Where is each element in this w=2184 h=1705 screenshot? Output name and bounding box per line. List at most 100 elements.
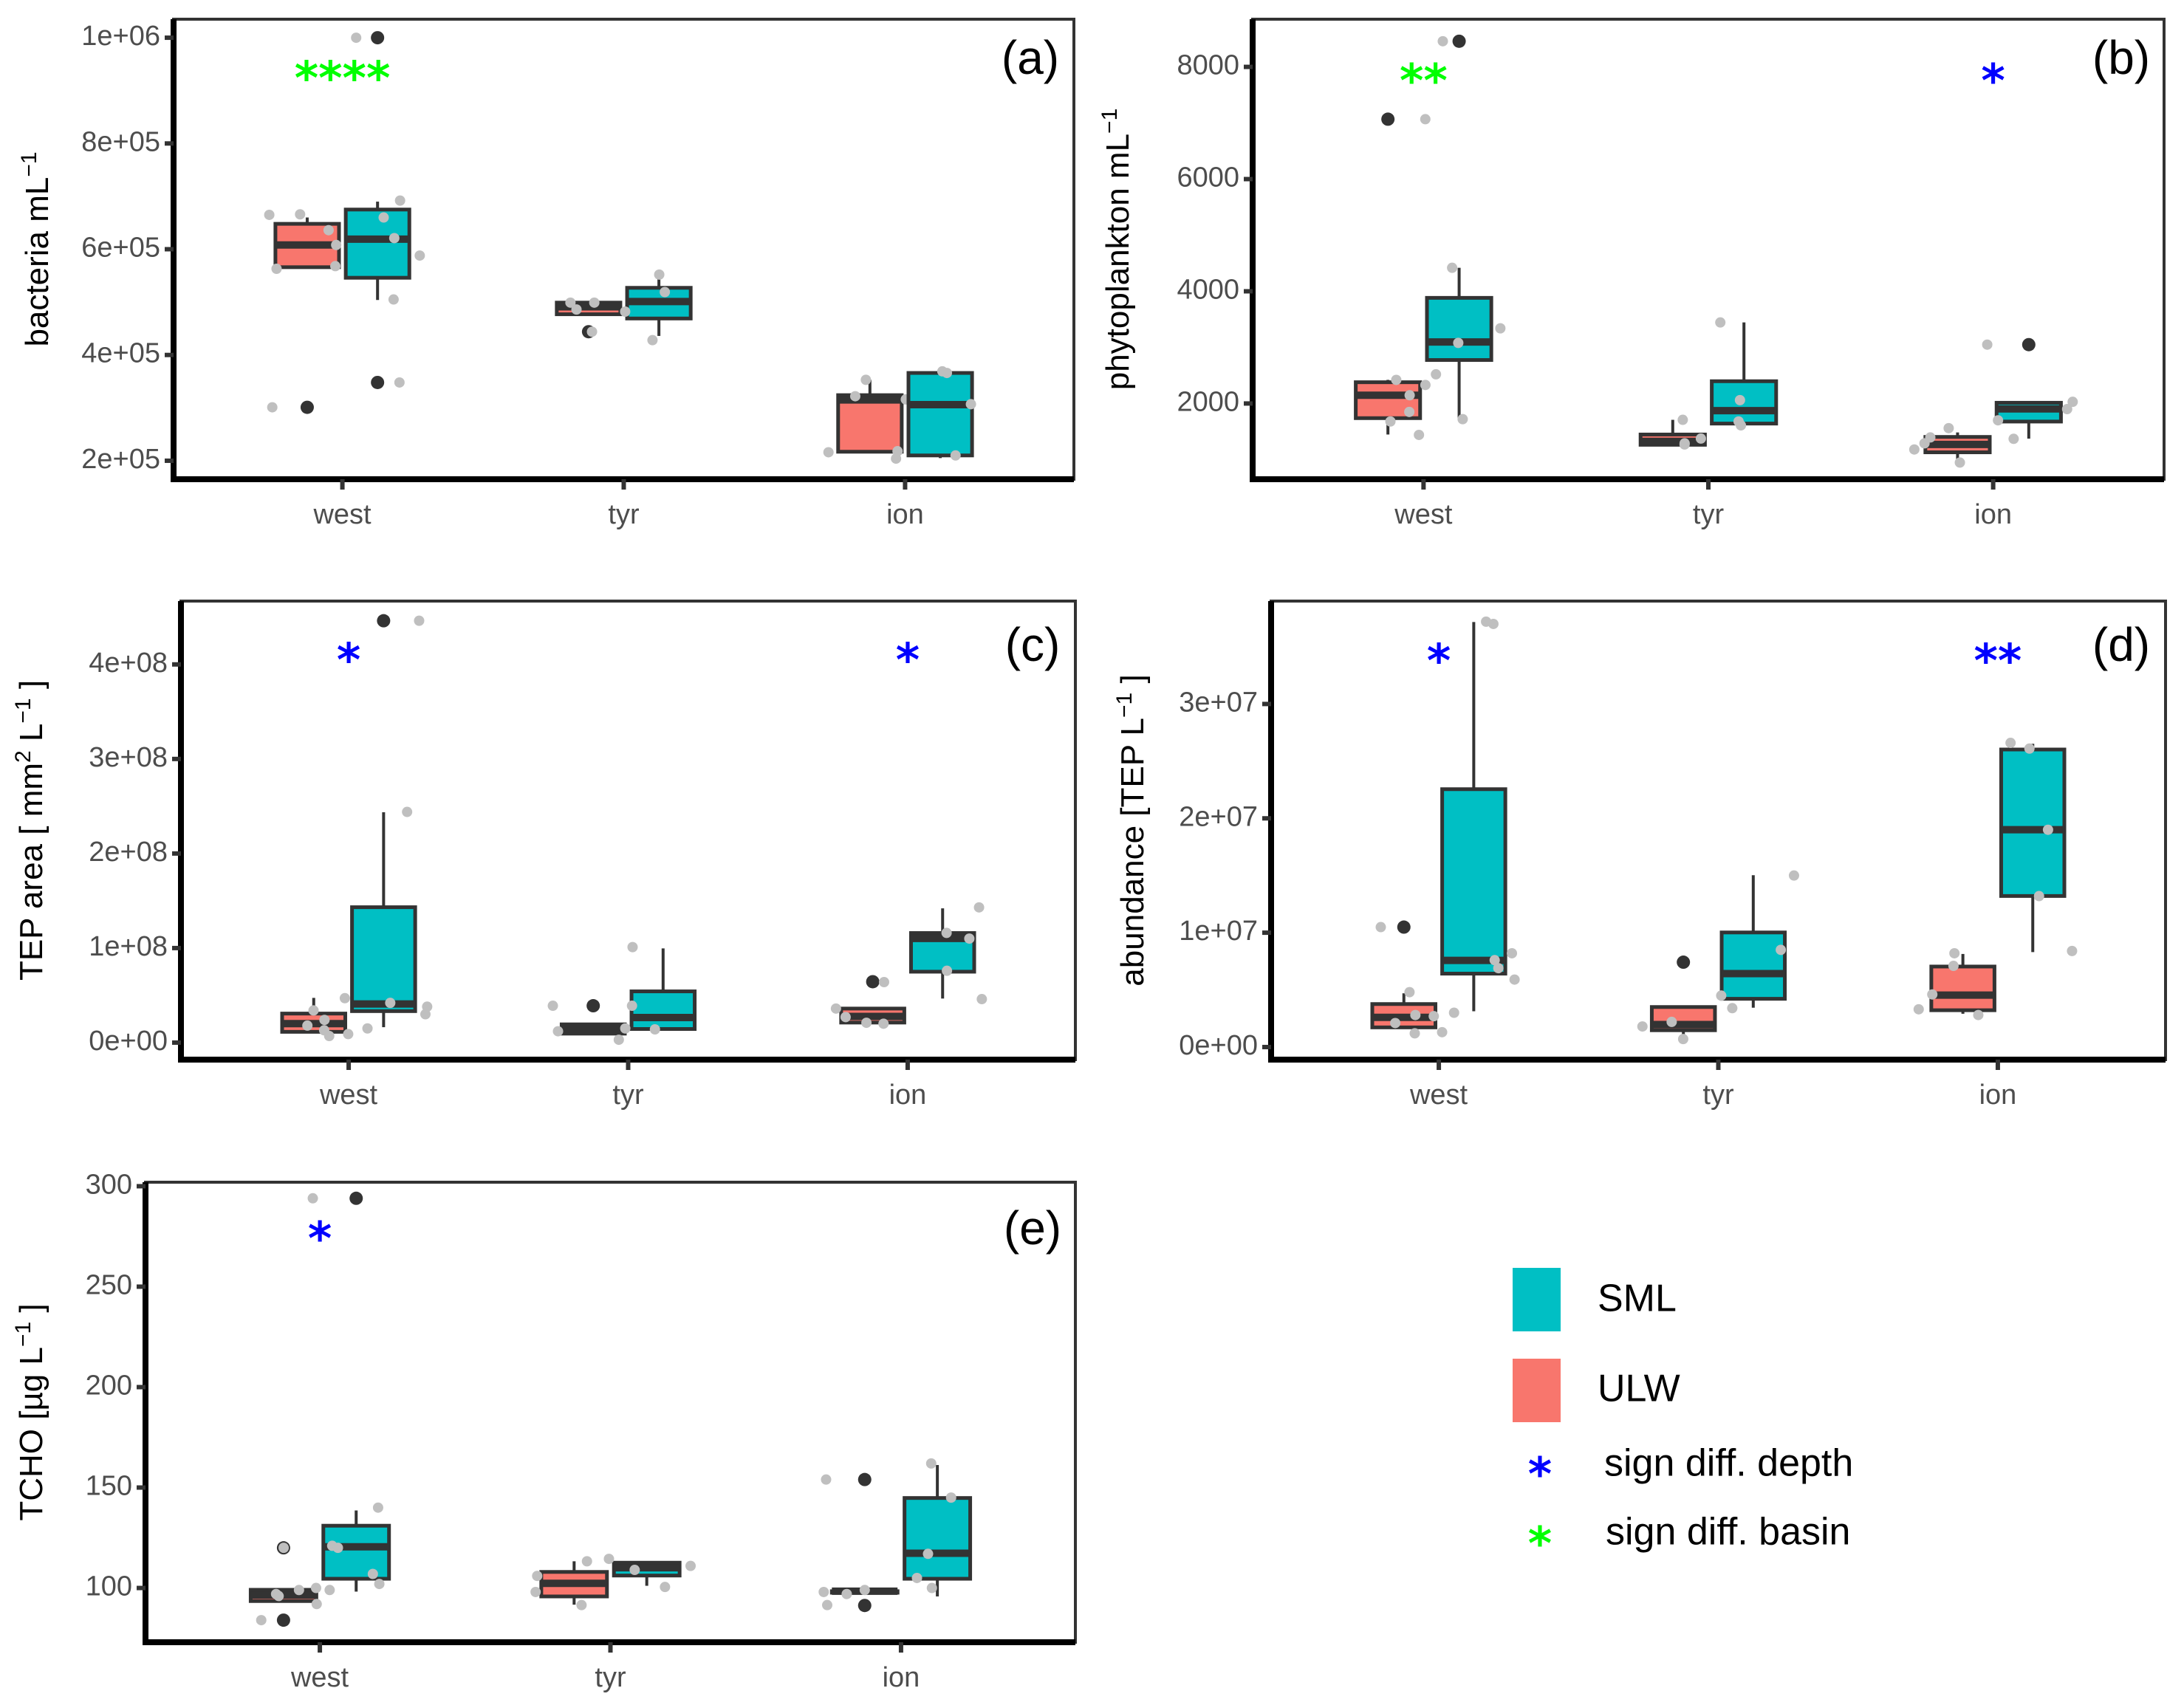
jitter-point [581, 1556, 592, 1567]
legend-label-ulw: ULW [1598, 1368, 1680, 1410]
box-ulw-west [1370, 920, 1448, 1039]
x-tick-label: west [1394, 499, 1453, 530]
jitter-point [1679, 439, 1690, 450]
jitter-point [1431, 368, 1442, 380]
jitter-point [965, 399, 976, 410]
jitter-point [942, 368, 953, 379]
jitter-point [1677, 414, 1688, 425]
y-tick-label: 3e+08 [89, 742, 168, 773]
jitter-point [647, 335, 658, 346]
jitter-point [849, 391, 860, 402]
jitter-point [1404, 987, 1415, 998]
box-body [836, 393, 904, 454]
y-tick-label: 0e+00 [1179, 1030, 1258, 1061]
jitter-point [532, 1571, 543, 1582]
jitter-point [1420, 114, 1431, 125]
x-tick-label: tyr [1693, 499, 1725, 530]
box-sml-ion [908, 902, 987, 1005]
panel-tag: (e) [1004, 1201, 1061, 1255]
jitter-point [942, 965, 953, 976]
outlier-point [377, 614, 391, 628]
box-sml-tyr [620, 941, 697, 1035]
jitter-point [394, 377, 405, 388]
jitter-point [1727, 1003, 1738, 1014]
jitter-point [830, 1003, 841, 1014]
box-ulw-ion [830, 975, 906, 1029]
box-ulw-west [264, 209, 342, 414]
jitter-point [941, 927, 952, 939]
y-tick-label: 4e+05 [81, 338, 160, 369]
y-tick-label: 1e+08 [89, 931, 168, 962]
box-ulw-tyr [1637, 956, 1731, 1045]
jitter-point [339, 992, 350, 1004]
jitter-point [1919, 438, 1930, 449]
jitter-point [1457, 414, 1468, 425]
jitter-point [945, 1492, 956, 1503]
jitter-point [1982, 339, 1993, 350]
legend: SML ULW * sign diff. depth * sign diff. … [1513, 1268, 1853, 1571]
jitter-point [654, 269, 665, 280]
box-ulw-west [1354, 112, 1431, 440]
box-body [321, 1523, 391, 1581]
y-axis-label: bacteria mL−1 [17, 151, 56, 346]
box-body [350, 905, 417, 1013]
box-sml-tyr [620, 269, 693, 346]
jitter-point [256, 1615, 267, 1626]
outlier-point [1381, 112, 1395, 126]
panel-c: 0e+00 1e+08 2e+08 3e+08 4e+08 west tyr ion TEP a… [11, 600, 1077, 1111]
jitter-point [2008, 433, 2019, 445]
jitter-point [1437, 35, 1448, 47]
box-ulw-ion [818, 1472, 900, 1613]
legend-star-depth-icon: * [1528, 1447, 1552, 1501]
jitter-point [620, 1023, 631, 1034]
significance-marker-basin: **** [295, 51, 391, 105]
jitter-point [1453, 337, 1464, 349]
jitter-point [323, 224, 334, 236]
significance-marker-depth: * [308, 1212, 332, 1266]
box-body [1929, 964, 1996, 1012]
jitter-point [586, 326, 598, 337]
jitter-point [1973, 1009, 1984, 1020]
y-tick-label: 2e+07 [1179, 801, 1258, 832]
jitter-point [302, 1020, 313, 1031]
outlier-point [349, 1191, 363, 1205]
jitter-point [324, 1585, 335, 1596]
jitter-point [530, 1586, 541, 1597]
y-tick-label: 300 [86, 1169, 132, 1200]
x-tick-label: tyr [1702, 1080, 1734, 1111]
jitter-point [603, 1554, 615, 1565]
jitter-point [821, 1474, 832, 1485]
outlier-point [276, 1613, 290, 1627]
jitter-point [1954, 457, 1965, 468]
jitter-point [552, 1026, 564, 1037]
jitter-point [1404, 390, 1415, 401]
legend-swatch-ulw [1513, 1359, 1561, 1422]
significance-marker-depth: * [337, 633, 360, 687]
jitter-point [926, 1582, 937, 1593]
panel-d: 0e+00 1e+07 2e+07 3e+07 west tyr ion abundance … [1112, 600, 2167, 1111]
panels: 2e+05 4e+05 6e+05 8e+05 1e+06 west tyr ion bacte… [11, 18, 2167, 1693]
y-axis-label: abundance [TEP L−1 ] [1112, 674, 1151, 986]
jitter-point [351, 32, 362, 44]
jitter-point [385, 998, 396, 1009]
y-tick-label: 200 [86, 1370, 132, 1402]
jitter-point [2067, 945, 2078, 956]
legend-swatch-sml [1513, 1268, 1561, 1331]
y-tick-label: 3e+07 [1179, 687, 1258, 718]
jitter-point [1385, 416, 1396, 427]
jitter-point [1949, 947, 1960, 958]
jitter-point [571, 304, 582, 315]
y-tick-label: 6e+05 [81, 233, 160, 264]
jitter-point [823, 447, 834, 458]
x-tick-label: tyr [595, 1662, 626, 1693]
jitter-point [818, 1586, 829, 1597]
box-sml-tyr [1716, 870, 1799, 1014]
jitter-point [1488, 618, 1499, 629]
y-tick-label: 2000 [1177, 386, 1239, 417]
jitter-point [1637, 1021, 1648, 1032]
y-tick-label: 1e+07 [1179, 916, 1258, 947]
jitter-point [1390, 1018, 1401, 1029]
jitter-point [1495, 323, 1506, 334]
jitter-point [273, 1591, 284, 1602]
jitter-point [1909, 444, 1920, 455]
